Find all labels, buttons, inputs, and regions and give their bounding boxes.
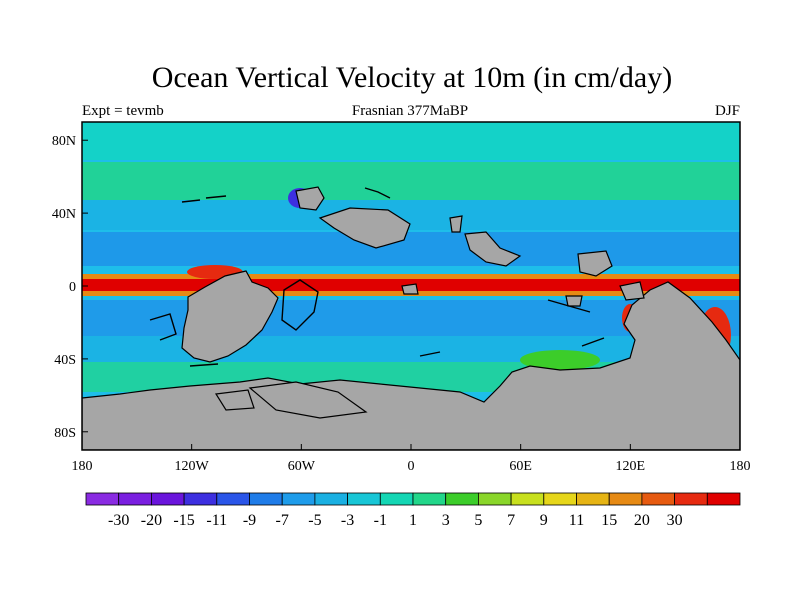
colorbar-label: -7 [276,512,289,529]
colorbar-label: 1 [409,512,417,529]
band-arctic-cap [82,122,740,160]
x-tick-label: 0 [408,459,415,474]
land-northern-island-b [318,207,411,249]
colorbar-label: -20 [141,512,162,529]
colorbar-label: 20 [634,512,650,529]
colorbar-swatch [445,492,479,506]
y-tick-label: 40S [54,353,76,368]
colorbar-swatch [118,492,152,506]
land-northeast-island [464,231,522,267]
colorbar-swatch [314,492,348,506]
band-north-sub [82,200,740,230]
colorbar-label: 5 [474,512,482,529]
colorbar-swatch [510,492,545,506]
x-tick-label: 180 [730,459,751,474]
colorbar-label: 3 [442,512,450,529]
colorbar-swatch [412,492,447,506]
colorbar-swatch [706,492,741,506]
season-label: DJF [715,103,740,119]
colorbar-swatch [576,492,610,506]
colorbar-label: 11 [569,512,584,529]
coastline-dash-northwest [181,195,227,203]
period-label: Frasnian 377MaBP [352,103,468,119]
coastline-east-arc [547,299,605,347]
colorbar-label: -9 [243,512,256,529]
land-eastern-island [577,250,613,277]
experiment-label: Expt = tevmb [82,103,164,119]
colorbar-swatch [281,492,316,506]
land-western-continent [181,270,279,363]
colorbar-label: -3 [341,512,354,529]
colorbar-label: -30 [108,512,129,529]
y-axis-ticks: 80N 40N 0 40S 80S [52,134,88,441]
velocity-map [82,122,740,450]
x-tick-label: 120E [616,459,646,474]
land-equatorial-isle [401,283,419,295]
coastline-arc-north [364,187,391,199]
colorbar: -30 -20 -15 -11 -9 -7 -5 -3 -1 1 3 5 7 9 11 15 20 30 [85,492,741,529]
upwelling-spot-south-east [520,350,600,370]
colorbar-swatch [249,492,283,506]
land-masses [82,186,740,450]
band-tropical-north [82,232,740,266]
y-tick-label: 0 [69,280,76,295]
x-tick-label: 180 [72,459,93,474]
band-north-mid [82,162,740,200]
colorbar-swatch [477,492,512,506]
x-tick-label: 60W [288,459,316,474]
plot-title: Ocean Vertical Velocity at 10m (in cm/da… [152,61,672,94]
colorbar-swatch [379,492,414,506]
land-mid-east-isle [619,281,645,301]
colorbar-swatch [674,492,708,506]
coastlines [149,187,605,367]
colorbar-swatch [216,492,250,506]
coastline-south-arc [189,351,441,367]
x-tick-label: 60E [509,459,532,474]
coastline-arc-west [149,313,177,341]
land-southern-island [248,381,368,419]
colorbar-swatch [608,492,643,506]
y-tick-label: 40N [52,207,76,222]
x-tick-label: 120W [175,459,210,474]
y-tick-label: 80S [54,426,76,441]
colorbar-swatch [150,492,185,506]
y-tick-label: 80N [52,134,76,149]
x-axis-ticks: 180 120W 60W 0 60E 120E 180 [72,444,751,474]
colorbar-label: 30 [667,512,683,529]
colorbar-label: 9 [540,512,548,529]
colorbar-swatch [543,492,577,506]
colorbar-swatch [183,492,218,506]
colorbar-swatch [85,492,120,506]
land-southwest-island [214,389,255,411]
colorbar-label: -1 [374,512,387,529]
land-small-isle [449,215,463,233]
colorbar-label: -5 [308,512,321,529]
colorbar-label: 15 [601,512,617,529]
land-northern-island-a [295,186,325,211]
colorbar-swatch [641,492,676,506]
colorbar-label: 7 [507,512,515,529]
coastline-central-islands [281,279,319,331]
colorbar-swatch [347,492,381,506]
colorbar-label: -15 [173,512,194,529]
land-small-east-isle [565,295,583,307]
colorbar-label: -11 [206,512,227,529]
